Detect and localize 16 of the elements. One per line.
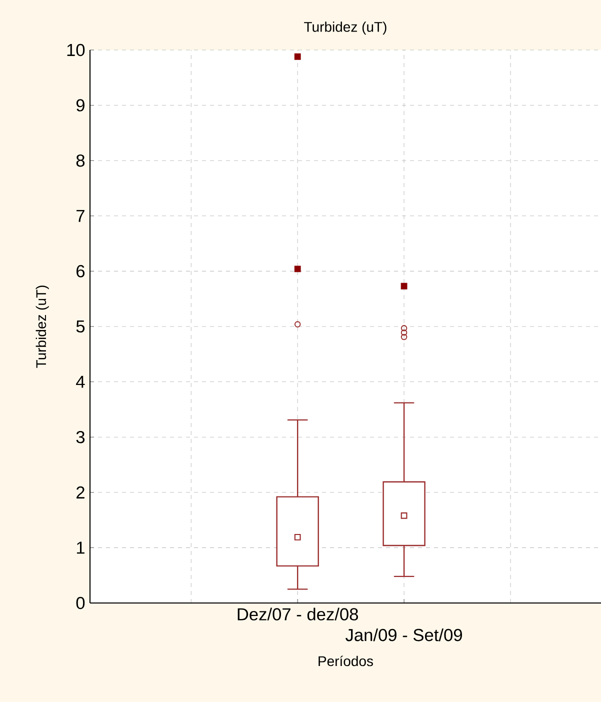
y-tick-label: 5 xyxy=(76,320,85,333)
y-tick-label: 2 xyxy=(76,486,84,498)
x-axis-title: Períodos xyxy=(318,656,373,666)
x-tick-label: Dez/07 - dez/08 xyxy=(238,608,358,620)
y-tick-label: 8 xyxy=(76,154,85,167)
y-tick-label: 6 xyxy=(76,265,85,278)
y-tick-label: 4 xyxy=(76,376,85,388)
y-tick-label: 7 xyxy=(76,210,84,222)
x-tick-label: Jan/09 - Set/09 xyxy=(346,628,462,642)
y-tick-label: 3 xyxy=(76,430,85,444)
y-axis-title: Turbidez (uT) xyxy=(36,286,49,368)
y-tick-label: 1 xyxy=(76,542,84,554)
y-tick-label: 0 xyxy=(76,596,85,610)
chart-title: Turbidez (uT) xyxy=(304,22,386,35)
y-tick-label: 9 xyxy=(76,99,84,112)
y-tick-label: 10 xyxy=(67,44,85,56)
